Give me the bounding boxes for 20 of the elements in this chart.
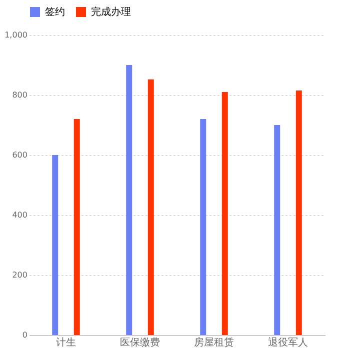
y-tick-label: 800 <box>12 90 28 100</box>
bar <box>126 65 132 335</box>
x-tick-label: 退役军人 <box>268 336 308 348</box>
y-tick-label: 0 <box>22 330 28 340</box>
bar <box>74 119 80 335</box>
y-tick-label: 400 <box>12 210 28 220</box>
y-tick-label: 1,000 <box>4 30 28 40</box>
y-tick-label: 200 <box>12 270 28 280</box>
bar <box>296 90 302 335</box>
legend-label: 完成办理 <box>91 6 131 18</box>
x-tick-label: 计生 <box>56 336 76 348</box>
y-tick-label: 600 <box>12 150 28 160</box>
bar <box>200 119 206 335</box>
bar <box>52 155 58 335</box>
bar <box>222 92 228 335</box>
x-tick-label: 医保缴费 <box>120 336 160 348</box>
x-tick-label: 房屋租赁 <box>194 336 234 348</box>
legend-label: 签约 <box>45 6 65 18</box>
bar <box>148 79 154 335</box>
bar <box>274 125 280 335</box>
